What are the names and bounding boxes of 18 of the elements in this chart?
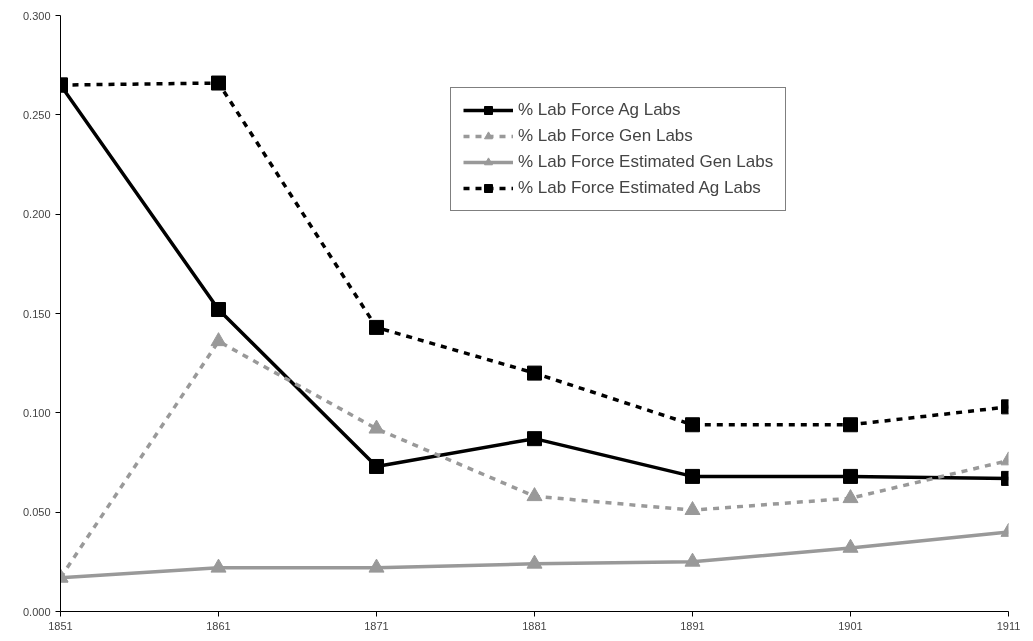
x-tick-label: 1911 [996, 619, 1021, 632]
x-tick-label: 1901 [838, 619, 863, 632]
legend-label: % Lab Force Gen Labs [518, 126, 693, 146]
y-tick-label: 0.200 [22, 208, 51, 221]
x-tick-label: 1861 [206, 619, 231, 632]
x-tick-label: 1891 [680, 619, 705, 632]
y-tick-label: 0.250 [22, 108, 51, 121]
y-tick-label: 0.050 [22, 506, 51, 519]
y-tick-label: 0.300 [22, 9, 51, 22]
legend-label: % Lab Force Estimated Ag Labs [518, 178, 761, 198]
legend-label: % Lab Force Estimated Gen Labs [518, 152, 774, 172]
y-tick-label: 0.000 [22, 605, 51, 618]
y-tick-label: 0.100 [22, 406, 51, 419]
x-tick-label: 1851 [48, 619, 73, 632]
y-tick-label: 0.150 [22, 307, 51, 320]
x-tick-label: 1881 [522, 619, 547, 632]
legend-label: % Lab Force Ag Labs [518, 100, 681, 120]
x-tick-label: 1871 [364, 619, 389, 632]
